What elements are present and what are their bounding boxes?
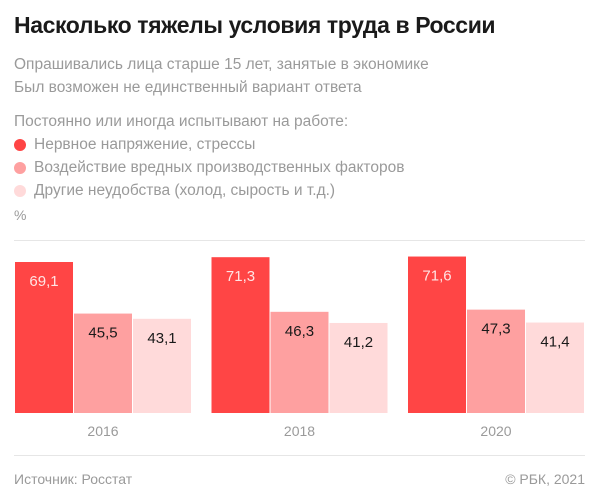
bar-2020-series-1	[467, 309, 525, 413]
x-tick-label: 2018	[284, 423, 315, 439]
data-label: 71,6	[422, 268, 451, 285]
legend-label: Другие неудобства (холод, сырость и т.д.…	[34, 182, 336, 199]
bar-2018-series-2	[329, 322, 388, 413]
bar-2016-series-2	[133, 318, 191, 413]
legend-item-stress: Нервное напряжение, стрессы	[14, 136, 255, 154]
legend-heading: Постоянно или иногда испытывают на работ…	[14, 113, 349, 130]
subtitle-line-1: Опрашивались лица старше 15 лет, занятые…	[14, 56, 429, 73]
legend-item-harmful-factors: Воздействие вредных производственных фак…	[14, 159, 404, 177]
x-tick-label: 2016	[87, 423, 118, 439]
data-label: 71,3	[226, 268, 255, 285]
bar-2020-series-2	[526, 322, 584, 413]
y-unit-label: %	[14, 207, 27, 223]
data-label: 41,4	[540, 334, 569, 351]
source-note: Источник: Росстат	[14, 471, 133, 487]
bar-2018-series-0	[211, 257, 270, 413]
data-label: 69,1	[29, 273, 58, 290]
chart-title: Насколько тяжелы условия труда в России	[14, 12, 496, 38]
bar-2020-series-0	[408, 256, 466, 413]
legend-item-other-discomfort: Другие неудобства (холод, сырость и т.д.…	[14, 182, 335, 200]
data-label: 43,1	[147, 330, 176, 347]
subtitle-line-2: Был возможен не единственный вариант отв…	[14, 79, 362, 96]
legend-dot-icon	[14, 162, 26, 174]
footer-divider	[14, 455, 585, 456]
bar-2016-series-0	[15, 262, 73, 413]
bar-chart: 69,1 45,5 43,1 2016 71,3 46,3 41,2 2018 71,6 47,3…	[15, 256, 584, 439]
data-label: 45,5	[88, 325, 117, 342]
data-label: 46,3	[285, 323, 314, 340]
legend-dot-icon	[14, 139, 26, 151]
legend-label: Воздействие вредных производственных фак…	[34, 159, 405, 176]
copyright-note: © РБК, 2021	[505, 471, 585, 487]
legend-dot-icon	[14, 185, 26, 197]
bar-2018-series-1	[270, 311, 329, 413]
x-tick-label: 2020	[480, 423, 511, 439]
data-label: 41,2	[344, 334, 373, 351]
data-label: 47,3	[481, 321, 510, 338]
bar-2016-series-1	[74, 313, 132, 413]
top-divider	[14, 240, 585, 241]
legend-label: Нервное напряжение, стрессы	[34, 136, 256, 153]
